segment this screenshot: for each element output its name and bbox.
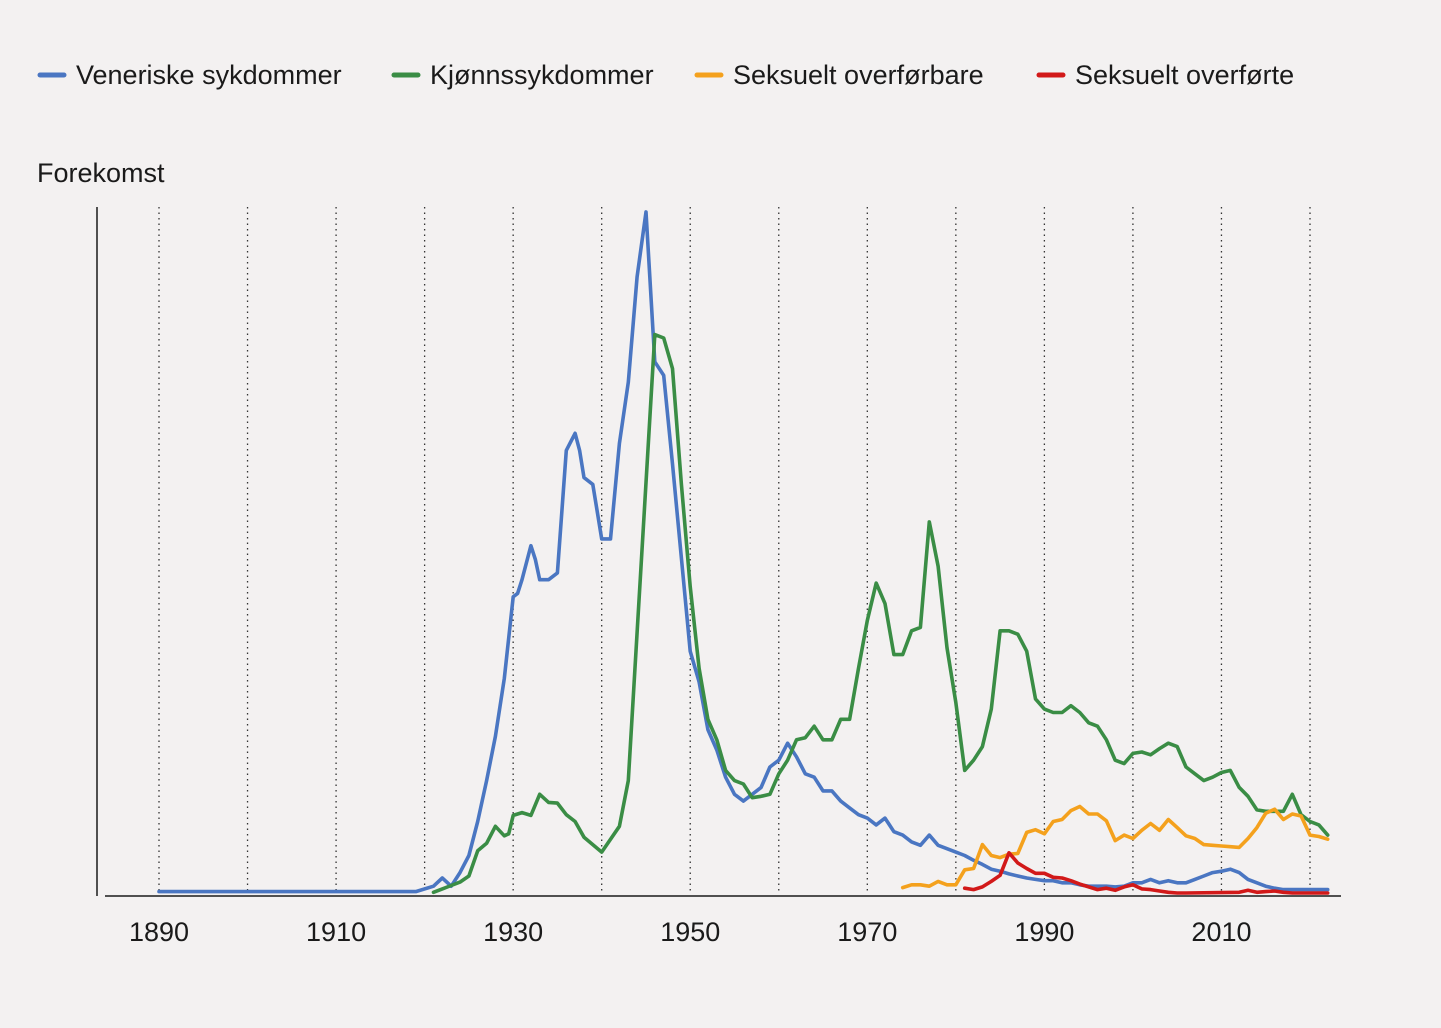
x-tick-label-2010: 2010 [1191,917,1251,947]
gridlines [158,207,1311,893]
series-line-veneriske-sykdommer [157,210,1330,894]
x-tick-label-1990: 1990 [1014,917,1074,947]
x-tick-label-1890: 1890 [129,917,189,947]
legend-label: Seksuelt overførte [1075,60,1294,90]
series-line-kjonnssykdommer [431,332,1330,895]
legend-item-kjonnssykdommer: Kjønnssykdommer [391,60,654,90]
y-axis-label: Forekomst [37,158,165,188]
legend-label: Kjønnssykdommer [430,60,654,90]
legend-label: Veneriske sykdommer [76,60,342,90]
legend-label: Seksuelt overførbare [733,60,984,90]
series-line-seksuelt-overforbare [900,804,1330,890]
legend-item-seksuelt-overforte: Seksuelt overførte [1036,60,1294,90]
x-tick-label-1950: 1950 [660,917,720,947]
series-line-seksuelt-overforte [962,851,1330,895]
series-lines [157,210,1330,895]
x-tick-label-1930: 1930 [483,917,543,947]
legend-item-seksuelt-overforbare: Seksuelt overførbare [694,60,984,90]
x-tick-label-1970: 1970 [837,917,897,947]
chart-legend: Veneriske sykdommer Kjønnssykdommer Seksue… [37,60,1294,90]
x-tick-labels: 1890 1910 1930 1950 1970 1990 2010 [129,917,1252,947]
x-tick-label-1910: 1910 [306,917,366,947]
legend-item-veneriske-sykdommer: Veneriske sykdommer [37,60,342,90]
